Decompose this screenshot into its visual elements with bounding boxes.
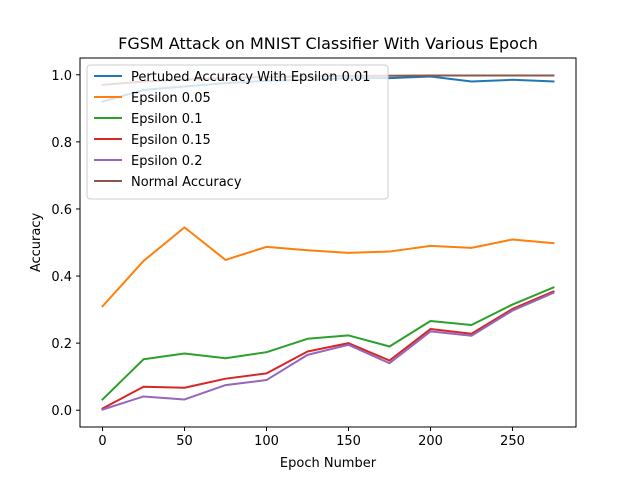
legend-label: Pertubed Accuracy With Epsilon 0.01	[131, 70, 371, 85]
y-axis-label: Accuracy	[29, 213, 44, 273]
y-axis: 0.0 0.2 0.4 0.6 0.8 1.0	[51, 69, 80, 419]
chart-title: FGSM Attack on MNIST Classifier With Var…	[118, 34, 538, 53]
x-tick-label: 50	[176, 434, 193, 449]
x-tick-label: 250	[500, 434, 525, 449]
legend-label: Epsilon 0.2	[131, 154, 202, 169]
y-tick-label: 0.0	[51, 404, 72, 419]
legend-label: Epsilon 0.05	[131, 91, 211, 106]
series-line-3	[101, 290, 555, 410]
y-tick-label: 0.8	[51, 136, 72, 151]
x-axis-label: Epoch Number	[280, 456, 377, 471]
y-tick-label: 0.4	[51, 270, 72, 285]
legend: Pertubed Accuracy With Epsilon 0.01 Epsil…	[86, 64, 389, 200]
y-tick-label: 1.0	[51, 69, 72, 84]
legend-box	[86, 64, 389, 200]
legend-label: Epsilon 0.15	[131, 133, 211, 148]
y-tick-label: 0.2	[51, 337, 72, 352]
plot-frame	[79, 57, 577, 428]
y-tick-label: 0.6	[51, 203, 72, 218]
series-line-1	[101, 226, 555, 308]
series-line-2	[101, 286, 555, 401]
x-tick-label: 150	[336, 434, 361, 449]
legend-label: Normal Accuracy	[131, 175, 242, 190]
x-tick-label: 0	[98, 434, 106, 449]
x-tick-label: 100	[254, 434, 279, 449]
x-axis: 0 50 100 150 200 250	[98, 427, 525, 449]
x-tick-label: 200	[418, 434, 443, 449]
legend-label: Epsilon 0.1	[131, 112, 202, 127]
series-line-4	[101, 291, 555, 411]
